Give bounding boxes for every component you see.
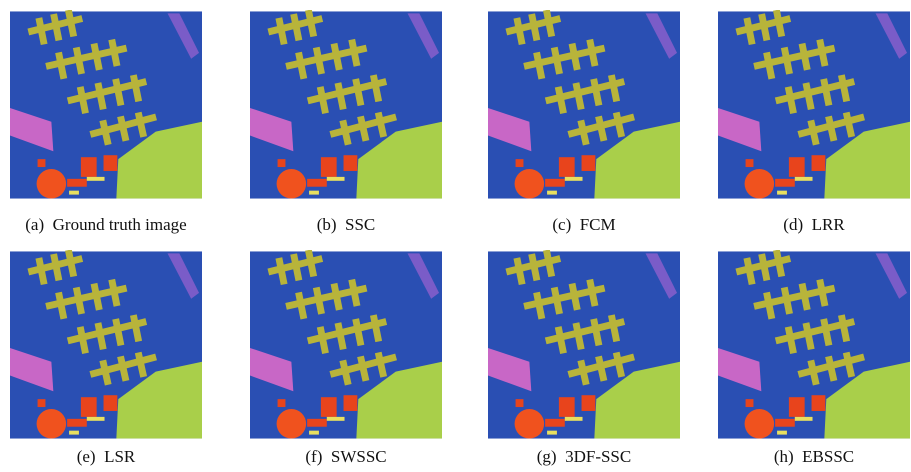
panel-caption: (d) LRR — [783, 215, 845, 234]
panel-caption: (f) SWSSC — [305, 447, 386, 466]
panel-caption: (g) 3DF-SSC — [537, 447, 631, 466]
result-image — [488, 251, 680, 438]
panel-caption: (a) Ground truth image — [25, 215, 186, 234]
result-image — [10, 251, 202, 438]
result-image — [718, 251, 910, 438]
result-image — [488, 11, 680, 198]
result-image — [250, 11, 442, 198]
result-image — [718, 11, 910, 198]
panel-caption: (e) LSR — [77, 447, 136, 466]
panel-caption: (h) EBSSC — [774, 447, 854, 466]
result-image — [250, 251, 442, 438]
figure: (a) Ground truth image (b) SSC (c) FCM (d) … — [0, 0, 911, 472]
panel-caption: (c) FCM — [552, 215, 615, 234]
result-image — [10, 11, 202, 198]
panel-caption: (b) SSC — [317, 215, 376, 234]
